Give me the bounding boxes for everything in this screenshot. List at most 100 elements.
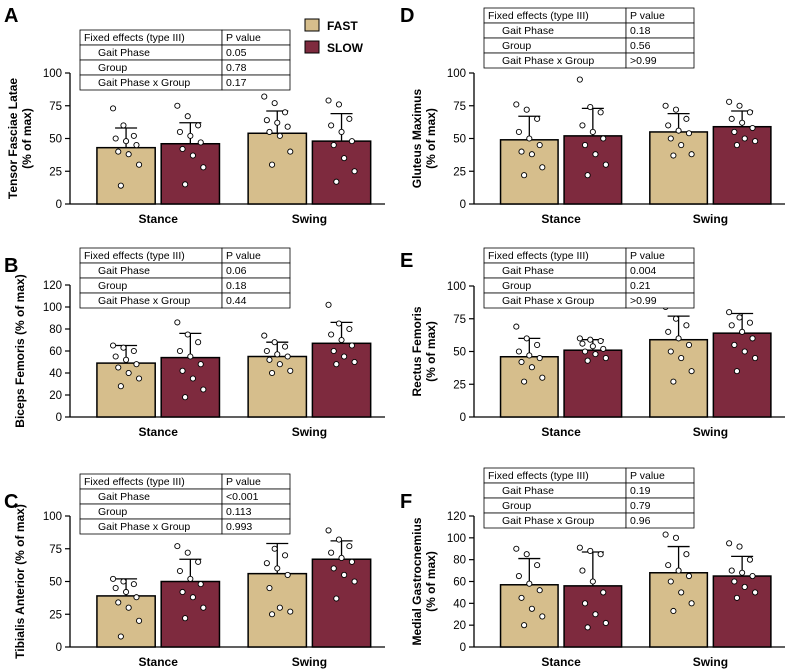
effect-name: Group <box>502 500 531 512</box>
data-point <box>120 578 127 585</box>
data-point <box>581 600 589 607</box>
data-point <box>523 106 530 113</box>
bar-fast-swing <box>247 572 308 648</box>
data-point <box>602 161 609 168</box>
data-point <box>597 109 604 116</box>
data-point <box>261 332 268 339</box>
y-tick-label: 75 <box>49 544 62 556</box>
data-point <box>733 141 740 149</box>
data-point <box>752 138 759 145</box>
data-point <box>539 374 546 381</box>
table-cell <box>625 512 695 529</box>
data-point <box>515 128 522 135</box>
data-point <box>338 128 345 135</box>
data-point <box>271 339 278 346</box>
data-point <box>287 608 294 615</box>
data-point <box>174 543 181 550</box>
table-header: P value <box>630 250 665 262</box>
data-point <box>136 375 143 382</box>
data-point <box>179 367 186 374</box>
data-point <box>728 567 735 574</box>
data-point <box>189 375 196 382</box>
bar-fast-swing <box>649 131 709 205</box>
data-point <box>726 98 733 105</box>
data-point <box>123 356 130 363</box>
data-point <box>523 335 530 342</box>
data-point <box>325 301 332 308</box>
data-point <box>592 151 599 158</box>
data-point <box>125 369 132 377</box>
x-category-label: Stance <box>541 655 581 669</box>
data-point <box>521 622 528 629</box>
data-point <box>269 161 276 168</box>
effect-name: Gait Phase <box>98 491 150 503</box>
data-point <box>120 344 127 351</box>
bar-slow-stance <box>563 135 623 205</box>
data-point <box>133 594 140 601</box>
data-point <box>133 141 140 149</box>
data-point <box>341 571 348 579</box>
table-header: P value <box>226 250 261 262</box>
data-point <box>521 172 528 179</box>
effect-name: Gait Phase <box>98 47 150 59</box>
data-point <box>667 578 674 585</box>
data-point <box>187 132 194 139</box>
data-point <box>672 534 680 541</box>
y-tick-label: 120 <box>43 280 62 292</box>
data-point <box>528 364 535 371</box>
data-point <box>534 562 541 569</box>
data-point <box>534 341 541 349</box>
y-tick-label: 60 <box>49 346 62 358</box>
data-point <box>189 152 196 159</box>
x-category-label: Stance <box>139 655 179 669</box>
data-point <box>271 100 278 107</box>
data-point <box>592 351 599 358</box>
p-value: 0.05 <box>226 47 247 59</box>
data-point <box>123 588 130 596</box>
data-point <box>133 361 140 368</box>
data-point <box>130 132 137 139</box>
data-point <box>731 341 738 349</box>
data-point <box>263 560 270 567</box>
data-point <box>176 128 183 135</box>
data-point <box>110 575 117 582</box>
data-point <box>739 119 746 126</box>
y-axis-label: Tensor Fasciae Latae <box>6 78 20 199</box>
table-header: Fixed effects (type III) <box>84 250 185 262</box>
y-tick-label: 75 <box>453 314 466 326</box>
p-value: >0.99 <box>630 295 657 307</box>
panel-f: F 0 20 40 60 80 100 120 Medial Gastrocnemius (% o… <box>400 467 785 669</box>
table-header: Fixed effects (type III) <box>488 470 589 482</box>
data-point <box>526 135 533 142</box>
data-point <box>176 567 183 575</box>
effect-name: Gait Phase x Group <box>98 295 190 307</box>
panel-d: D 0 25 50 75 100 Gluteus Maximus (% of max) Stan… <box>400 5 785 226</box>
x-category-label: Swing <box>292 425 327 439</box>
data-point <box>195 339 202 346</box>
data-point <box>536 354 543 362</box>
y-tick-label: 75 <box>453 101 466 113</box>
p-value: 0.18 <box>226 280 247 292</box>
data-point <box>534 115 541 122</box>
y-tick-label: 25 <box>49 166 62 178</box>
data-point <box>120 122 127 129</box>
data-point <box>667 135 674 142</box>
data-point <box>733 368 740 375</box>
data-point <box>335 536 342 543</box>
table-cell <box>625 52 695 69</box>
data-point <box>136 161 143 168</box>
y-tick-label: 20 <box>453 620 466 632</box>
data-point <box>325 527 332 534</box>
y-axis-label: Tibialis Anterior (% of max) <box>13 504 27 659</box>
y-axis-label: (% of max) <box>424 321 438 382</box>
y-tick-label: 0 <box>460 642 466 654</box>
data-point <box>739 569 746 576</box>
panel-label: B <box>4 255 18 277</box>
y-axis-label: Gluteus Maximus <box>410 88 424 188</box>
table-header: Fixed effects (type III) <box>84 476 185 488</box>
y-tick-label: 100 <box>447 533 466 545</box>
data-point <box>115 148 122 155</box>
data-point <box>338 554 345 561</box>
y-tick-label: 100 <box>43 302 62 314</box>
